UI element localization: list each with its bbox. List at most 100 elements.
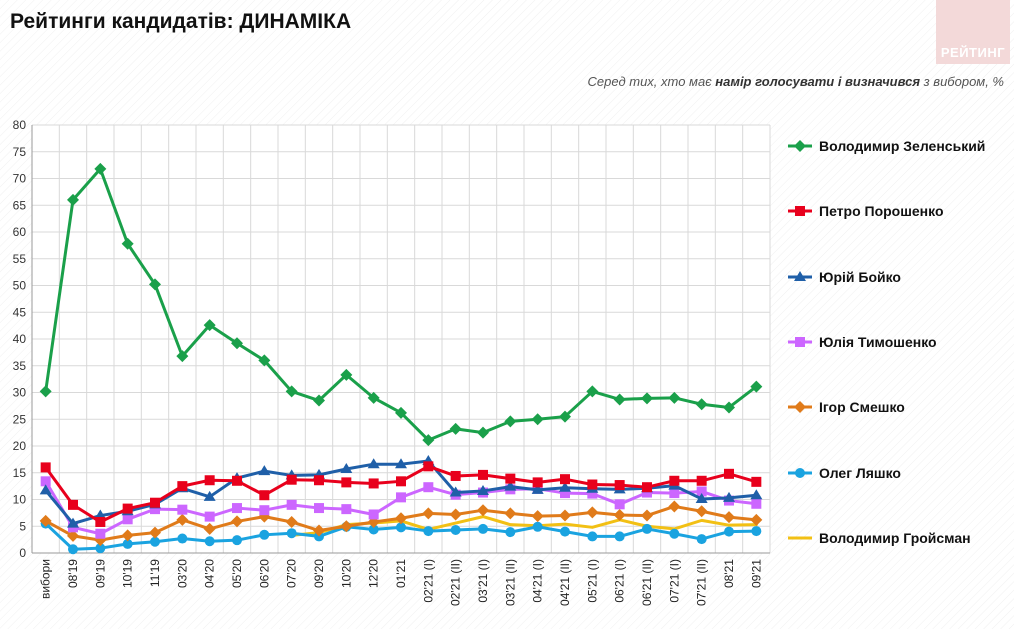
series-5-point [285,515,298,528]
series-4-point [177,504,188,515]
series-6-point [122,538,133,549]
x-tick-label: 07'21 (II) [695,559,709,606]
y-tick-label: 40 [13,332,27,346]
x-tick-label: 01'21 [394,559,408,588]
x-tick-label: 05'21 (I) [585,559,599,603]
logo-text: РЕЙТИНГ [940,45,1006,60]
legend-item: Володимир Зеленський [786,136,1011,156]
series-5-point [422,507,435,520]
series-5-point [395,512,407,525]
series-5-point [477,504,489,517]
series-4-point [587,488,598,499]
series-1-point [313,394,325,407]
subtitle-bold: намір голосувати і визначився [715,74,921,89]
series-5-point [203,522,216,535]
series-1-point [340,368,353,381]
legend-label: Володимир Зеленський [819,138,986,154]
series-4-point [40,476,51,487]
series-6-point [724,526,734,537]
series-1-point [531,413,544,426]
series-2-point [95,516,106,527]
y-tick-label: 35 [13,359,27,373]
series-5-point [750,513,763,526]
series-4-point [259,505,270,516]
x-tick-label: 07'21 (I) [667,559,681,603]
series-5-point [695,505,708,518]
series-1-point [176,350,189,363]
series-1-point [641,392,653,405]
legend-label: Ігор Смешко [819,399,905,416]
series-2-point [286,474,297,485]
series-2-point [341,477,352,488]
y-tick-label: 65 [13,198,27,212]
series-6-point [150,536,160,547]
series-1-point [504,415,517,428]
x-tick-label: 04'20 [203,559,217,588]
series-2-point [532,477,543,488]
y-tick-label: 15 [13,466,27,480]
series-3-point [67,517,79,528]
legend-swatch [788,270,812,281]
series-5-point [613,509,626,522]
legend-item: Юлія Тимошенко [786,332,1011,352]
series-4-point [286,499,297,510]
y-tick-label: 60 [13,225,27,239]
series-2-point [259,490,270,501]
series-6-point [368,524,379,535]
series-4-point [751,498,762,509]
series-6-point [696,534,707,545]
series-6-point [478,523,488,534]
series-1-point [723,401,735,414]
series-5-point [176,513,189,526]
series-3-point [395,458,407,469]
series-5-point [340,520,353,533]
series-5-point [559,509,571,522]
series-1-point [149,278,161,291]
series-6-point [232,535,242,546]
series-1-point [203,319,216,332]
series-2-point [40,462,51,473]
logo: РЕЙТИНГ [936,0,1010,64]
x-tick-label: 10'19 [121,559,135,588]
series-1-point [422,434,435,447]
series-2-point [314,475,324,486]
series-3-point [258,465,271,476]
series-6-point [95,543,106,554]
series-2-point [696,475,707,486]
series-4-point [368,509,379,520]
subtitle-prefix: Серед тих, хто має [587,74,716,89]
series-4-point [122,514,133,525]
series-6-point [259,529,270,540]
legend-label: Юлія Тимошенко [819,333,937,350]
y-tick-label: 25 [13,412,27,426]
legend-swatch [788,206,812,217]
legend-label: Олег Ляшко [819,464,901,481]
series-4-point [696,486,707,497]
series-5-point [449,508,462,521]
series-3-point [559,481,571,492]
series-6-point [505,527,516,538]
series-2-point [232,475,242,486]
y-tick-label: 10 [13,493,27,507]
x-tick-label: 07'20 [285,559,299,588]
series-6-point [68,544,78,555]
y-tick-label: 45 [13,305,27,319]
series-6-point [450,524,461,535]
series-5-point [149,526,161,539]
series-1-point [258,354,271,367]
legend-swatch [788,401,812,414]
series-2-point [724,468,734,479]
series-4-point [314,503,324,514]
series-6-point [751,526,762,537]
series-6-point [532,521,543,532]
series-2-point [642,482,652,493]
y-tick-label: 5 [19,519,26,533]
y-tick-label: 80 [13,118,27,132]
series-1-point [285,385,298,398]
series-2-point [204,475,215,486]
legend-swatch [788,336,812,347]
series-1-point [395,406,407,419]
series-5-point [67,529,79,542]
series-1-point [559,410,571,423]
